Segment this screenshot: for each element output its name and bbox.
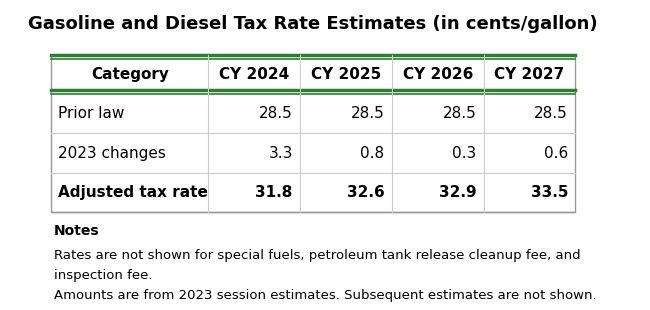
Text: 0.8: 0.8 (361, 146, 385, 161)
Text: 28.5: 28.5 (443, 106, 476, 122)
Text: 33.5: 33.5 (530, 185, 568, 200)
Text: Category: Category (91, 67, 168, 82)
Text: Amounts are from 2023 session estimates. Subsequent estimates are not shown.: Amounts are from 2023 session estimates.… (54, 289, 597, 302)
Text: 32.9: 32.9 (439, 185, 476, 200)
Text: Adjusted tax rate: Adjusted tax rate (58, 185, 208, 200)
Text: Gasoline and Diesel Tax Rate Estimates (in cents/gallon): Gasoline and Diesel Tax Rate Estimates (… (29, 15, 598, 33)
Text: 32.6: 32.6 (347, 185, 385, 200)
Text: 2023 changes: 2023 changes (58, 146, 166, 161)
Bar (51, 55, 575, 212)
Text: 28.5: 28.5 (351, 106, 385, 122)
Text: 3.3: 3.3 (268, 146, 293, 161)
Text: CY 2024: CY 2024 (219, 67, 289, 82)
Text: 28.5: 28.5 (259, 106, 293, 122)
Text: 0.6: 0.6 (544, 146, 568, 161)
Text: 28.5: 28.5 (534, 106, 568, 122)
Text: CY 2025: CY 2025 (311, 67, 381, 82)
Text: CY 2026: CY 2026 (402, 67, 473, 82)
Text: 0.3: 0.3 (452, 146, 476, 161)
Text: Rates are not shown for special fuels, petroleum tank release cleanup fee, and: Rates are not shown for special fuels, p… (54, 249, 580, 262)
Text: 31.8: 31.8 (255, 185, 293, 200)
Text: CY 2027: CY 2027 (495, 67, 565, 82)
Text: inspection fee.: inspection fee. (54, 269, 152, 282)
Text: Prior law: Prior law (58, 106, 125, 122)
Text: Notes: Notes (54, 224, 99, 238)
